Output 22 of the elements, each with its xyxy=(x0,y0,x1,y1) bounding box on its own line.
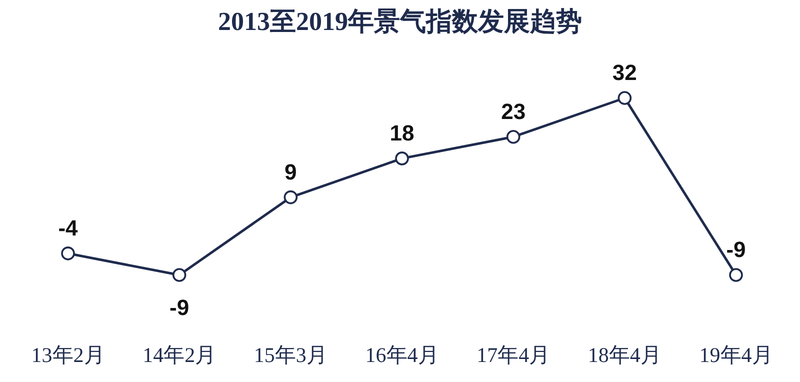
point xyxy=(729,268,743,282)
data-label: 18 xyxy=(390,120,414,146)
data-label: 32 xyxy=(612,60,637,85)
x-tick-label: 14年2月 xyxy=(142,343,216,367)
data-label: -4 xyxy=(58,215,79,240)
x-tick-label: 15年3月 xyxy=(254,343,328,367)
data-label: 23 xyxy=(501,98,526,124)
point xyxy=(284,190,298,204)
point xyxy=(506,130,520,144)
x-tick-label: 17年4月 xyxy=(476,343,550,367)
point xyxy=(395,152,409,166)
chart-title: 2013至2019年景气指数发展趋势 xyxy=(218,7,582,36)
point xyxy=(618,91,632,105)
x-tick-label: 13年2月 xyxy=(31,343,105,367)
data-label: -9 xyxy=(726,237,746,262)
data-label: -9 xyxy=(170,295,190,320)
x-tick-label: 16年4月 xyxy=(365,343,439,367)
point xyxy=(172,268,186,282)
data-label: 9 xyxy=(284,159,297,184)
x-tick-label: 18年4月 xyxy=(588,343,662,367)
x-tick-label: 19年4月 xyxy=(699,343,773,367)
point xyxy=(61,246,75,260)
